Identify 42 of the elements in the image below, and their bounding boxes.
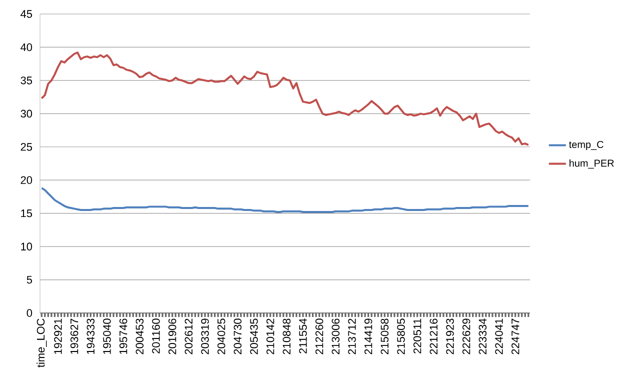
x-tick-label: 222629 bbox=[462, 318, 470, 354]
x-tick-label: 220511 bbox=[413, 318, 422, 354]
x-tick-label: 213006 bbox=[332, 318, 340, 354]
y-tick-label: 15 bbox=[21, 210, 32, 218]
x-tick-label: 221923 bbox=[446, 318, 454, 354]
x-tick-label: 223334 bbox=[478, 318, 487, 354]
y-tick-label: 45 bbox=[20, 10, 32, 18]
x-tick-label: 202612 bbox=[184, 318, 193, 354]
y-tick-label: 0 bbox=[26, 309, 32, 317]
legend-label: temp_C bbox=[569, 140, 604, 150]
x-tick-label: 210142 bbox=[266, 318, 274, 354]
x-tick-label: 215805 bbox=[397, 318, 405, 354]
y-tick-label: 10 bbox=[21, 242, 32, 250]
x-tick-label: 203319 bbox=[201, 318, 209, 354]
y-tick-label: 20 bbox=[20, 176, 32, 184]
x-tick-label: 195040 bbox=[103, 318, 111, 354]
y-tick-label: 25 bbox=[20, 143, 32, 151]
x-tick-label: 205435 bbox=[250, 318, 258, 354]
x-tick-label: 193627 bbox=[70, 318, 78, 354]
x-tick-label: 211554 bbox=[299, 318, 307, 354]
x-tick-label: 210848 bbox=[282, 318, 291, 354]
x-tick-label: 212260 bbox=[315, 318, 324, 354]
x-tick-label: time_LOC bbox=[36, 318, 47, 368]
y-tick-label: 40 bbox=[20, 43, 32, 52]
legend-label: hum_PER bbox=[570, 159, 614, 169]
y-tick-label: 35 bbox=[20, 76, 32, 84]
x-tick-label: 224747 bbox=[511, 318, 520, 354]
x-tick-label: 221216 bbox=[430, 318, 438, 354]
x-tick-label: 200453 bbox=[136, 318, 144, 354]
x-tick-label: 194333 bbox=[86, 318, 95, 354]
x-tick-label: 213712 bbox=[348, 318, 356, 354]
x-tick-label: 204025 bbox=[217, 318, 226, 354]
x-tick-label: 204730 bbox=[234, 318, 242, 354]
x-tick-label: 214419 bbox=[364, 318, 372, 354]
x-tick-label: 201160 bbox=[152, 318, 160, 354]
x-tick-label: 224041 bbox=[495, 318, 503, 354]
x-tick-label: 215058 bbox=[380, 318, 389, 354]
x-tick-label: 195746 bbox=[119, 318, 128, 354]
y-tick-label: 30 bbox=[20, 110, 32, 118]
x-tick-label: 192921 bbox=[54, 318, 62, 354]
x-tick-label: 201906 bbox=[168, 318, 176, 354]
y-tick-label: 5 bbox=[26, 276, 32, 284]
